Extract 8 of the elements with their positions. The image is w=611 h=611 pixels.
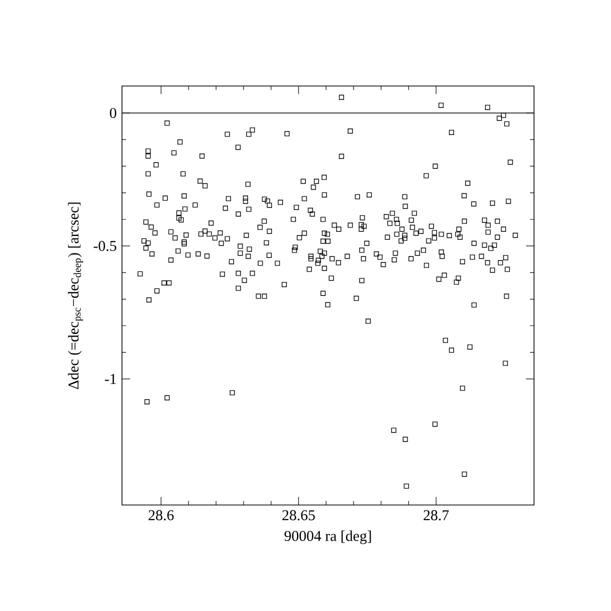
x-tick-label: 28.7 — [424, 510, 449, 520]
y-axis-title: Δdec (=dec$_{psc}$−dec$_{deep}$) [arcsec] — [68, 202, 83, 389]
y-tick-label: -0.5 — [94, 240, 116, 252]
x-axis-title: 90004 ra [deg] — [284, 530, 371, 544]
y-tick-label: 0 — [110, 108, 116, 118]
x-tick-label: 28.65 — [282, 510, 315, 520]
x-tick-label: 28.6 — [148, 510, 174, 520]
y-tick-label: -1 — [104, 374, 116, 384]
